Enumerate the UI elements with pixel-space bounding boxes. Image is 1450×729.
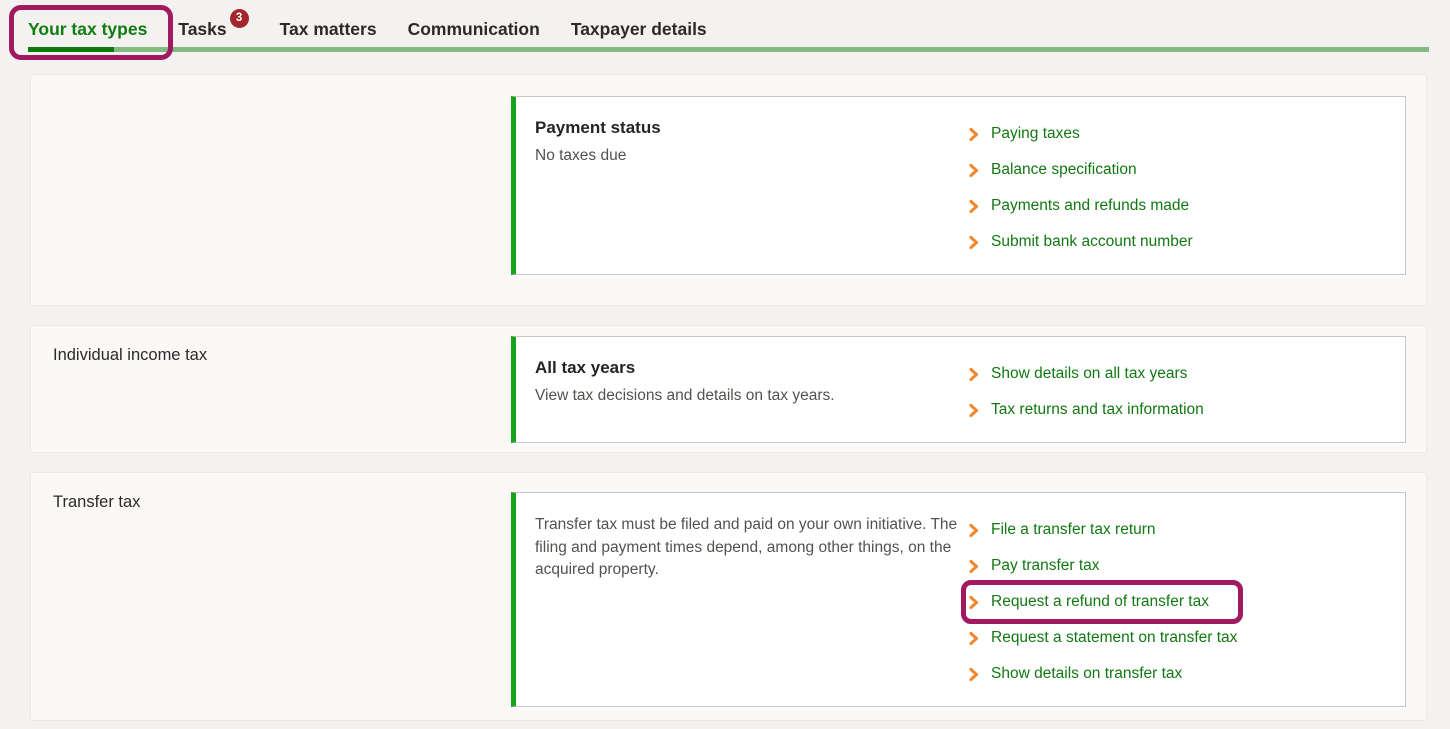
card-description: No taxes due	[535, 147, 627, 164]
tabbar-underline	[28, 47, 1429, 52]
link-request-a-refund-of-transfer-tax[interactable]: Request a refund of transfer tax	[969, 584, 1405, 620]
link-pay-transfer-tax[interactable]: Pay transfer tax	[969, 548, 1405, 584]
link-request-a-statement-on-transfer-tax[interactable]: Request a statement on transfer tax	[969, 620, 1405, 656]
link-balance-specification[interactable]: Balance specification	[969, 152, 1405, 188]
active-tab-indicator	[28, 47, 114, 52]
card-link-list: File a transfer tax return Pay transfer …	[969, 512, 1405, 692]
chevron-right-icon	[969, 403, 979, 418]
link-submit-bank-account-number[interactable]: Submit bank account number	[969, 224, 1405, 260]
section-transfer-tax: Transfer tax Transfer tax must be filed …	[30, 472, 1427, 721]
link-payments-and-refunds-made[interactable]: Payments and refunds made	[969, 188, 1405, 224]
main-content: Payment status No taxes due Paying taxes…	[30, 74, 1427, 721]
card-title: Payment status	[535, 118, 661, 137]
tasks-count-badge: 3	[229, 9, 249, 28]
card-link-list: Show details on all tax years Tax return…	[969, 356, 1405, 428]
section-individual-income-tax: Individual income tax All tax years View…	[30, 325, 1427, 453]
chevron-right-icon	[969, 235, 979, 250]
section-label: Individual income tax	[53, 346, 208, 364]
chevron-right-icon	[969, 367, 979, 382]
link-tax-returns-and-tax-information[interactable]: Tax returns and tax information	[969, 392, 1405, 428]
tab-tax-matters[interactable]: Tax matters	[279, 19, 377, 39]
chevron-right-icon	[969, 127, 979, 142]
section-label	[31, 75, 511, 95]
card-title: All tax years	[535, 358, 636, 377]
transfer-tax-card: Transfer tax must be filed and paid on y…	[511, 492, 1406, 707]
section-label: Transfer tax	[53, 493, 141, 511]
card-description: Transfer tax must be filed and paid on y…	[535, 516, 958, 578]
chevron-right-icon	[969, 667, 979, 682]
tab-your-tax-types[interactable]: Your tax types	[28, 19, 148, 39]
link-show-details-on-transfer-tax[interactable]: Show details on transfer tax	[969, 656, 1405, 692]
tab-bar: Your tax types Tasks3 Tax matters Commun…	[28, 0, 1429, 56]
tab-tasks[interactable]: Tasks3	[178, 9, 249, 41]
link-show-details-on-all-tax-years[interactable]: Show details on all tax years	[969, 356, 1405, 392]
chevron-right-icon	[969, 163, 979, 178]
tab-taxpayer-details[interactable]: Taxpayer details	[570, 19, 707, 39]
all-tax-years-card: All tax years View tax decisions and det…	[511, 336, 1406, 443]
payment-status-card: Payment status No taxes due Paying taxes…	[511, 96, 1406, 275]
link-file-a-transfer-tax-return[interactable]: File a transfer tax return	[969, 512, 1405, 548]
tab-tasks-label: Tasks	[178, 19, 227, 39]
card-link-list: Paying taxes Balance specification Payme…	[969, 116, 1405, 260]
card-description: View tax decisions and details on tax ye…	[535, 387, 835, 404]
section-payment-status: Payment status No taxes due Paying taxes…	[30, 74, 1427, 306]
link-paying-taxes[interactable]: Paying taxes	[969, 116, 1405, 152]
chevron-right-icon	[969, 631, 979, 646]
tab-communication[interactable]: Communication	[407, 19, 540, 39]
chevron-right-icon	[969, 595, 979, 610]
chevron-right-icon	[969, 199, 979, 214]
chevron-right-icon	[969, 559, 979, 574]
chevron-right-icon	[969, 523, 979, 538]
